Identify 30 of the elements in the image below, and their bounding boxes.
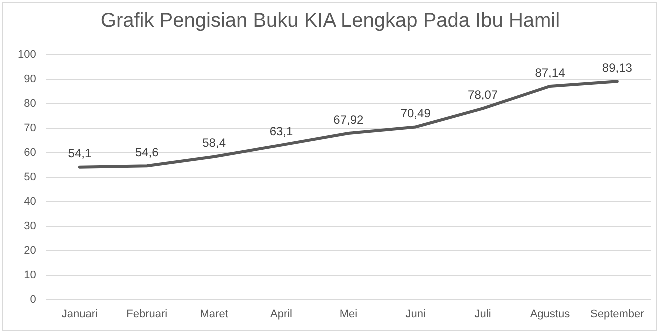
y-tick-label: 40 xyxy=(24,196,36,208)
text: 78,07 xyxy=(468,88,498,102)
y-tick-label: 80 xyxy=(24,98,36,110)
x-tick-label: Mei xyxy=(340,308,358,320)
y-tick-label: 0 xyxy=(30,294,36,306)
x-tick-label: September xyxy=(590,308,645,320)
x-tick-label: Agustus xyxy=(530,308,571,320)
x-tick-label: Juni xyxy=(406,308,426,320)
text: 58,4 xyxy=(202,136,226,150)
text: 67,92 xyxy=(334,112,364,127)
y-tick-label: 100 xyxy=(18,49,36,62)
y-tick-label: 50 xyxy=(24,171,36,184)
x-tick-label: April xyxy=(270,308,292,320)
x-tick-label: Februari xyxy=(126,308,168,320)
x-tick-label: Juli xyxy=(474,308,492,320)
text: 87,14 xyxy=(535,66,566,80)
text: 54,1 xyxy=(68,146,92,161)
x-tick-label: Januari xyxy=(62,308,98,320)
text: 63,1 xyxy=(270,124,294,139)
y-tick-label: 30 xyxy=(24,220,36,232)
y-tick-label: 70 xyxy=(24,122,36,134)
chart-title: Grafik Pengisian Buku KIA Lengkap Pada Ibu Hamil xyxy=(100,10,562,33)
text: 54,6 xyxy=(135,145,159,160)
x-tick-label: Maret xyxy=(200,308,228,320)
y-tick-label: 10 xyxy=(24,269,36,282)
text: 70,49 xyxy=(400,106,431,121)
y-tick-label: 20 xyxy=(24,244,36,257)
text: 89,13 xyxy=(602,60,632,75)
y-tick-label: 60 xyxy=(24,146,36,159)
y-tick-label: 90 xyxy=(24,74,36,86)
